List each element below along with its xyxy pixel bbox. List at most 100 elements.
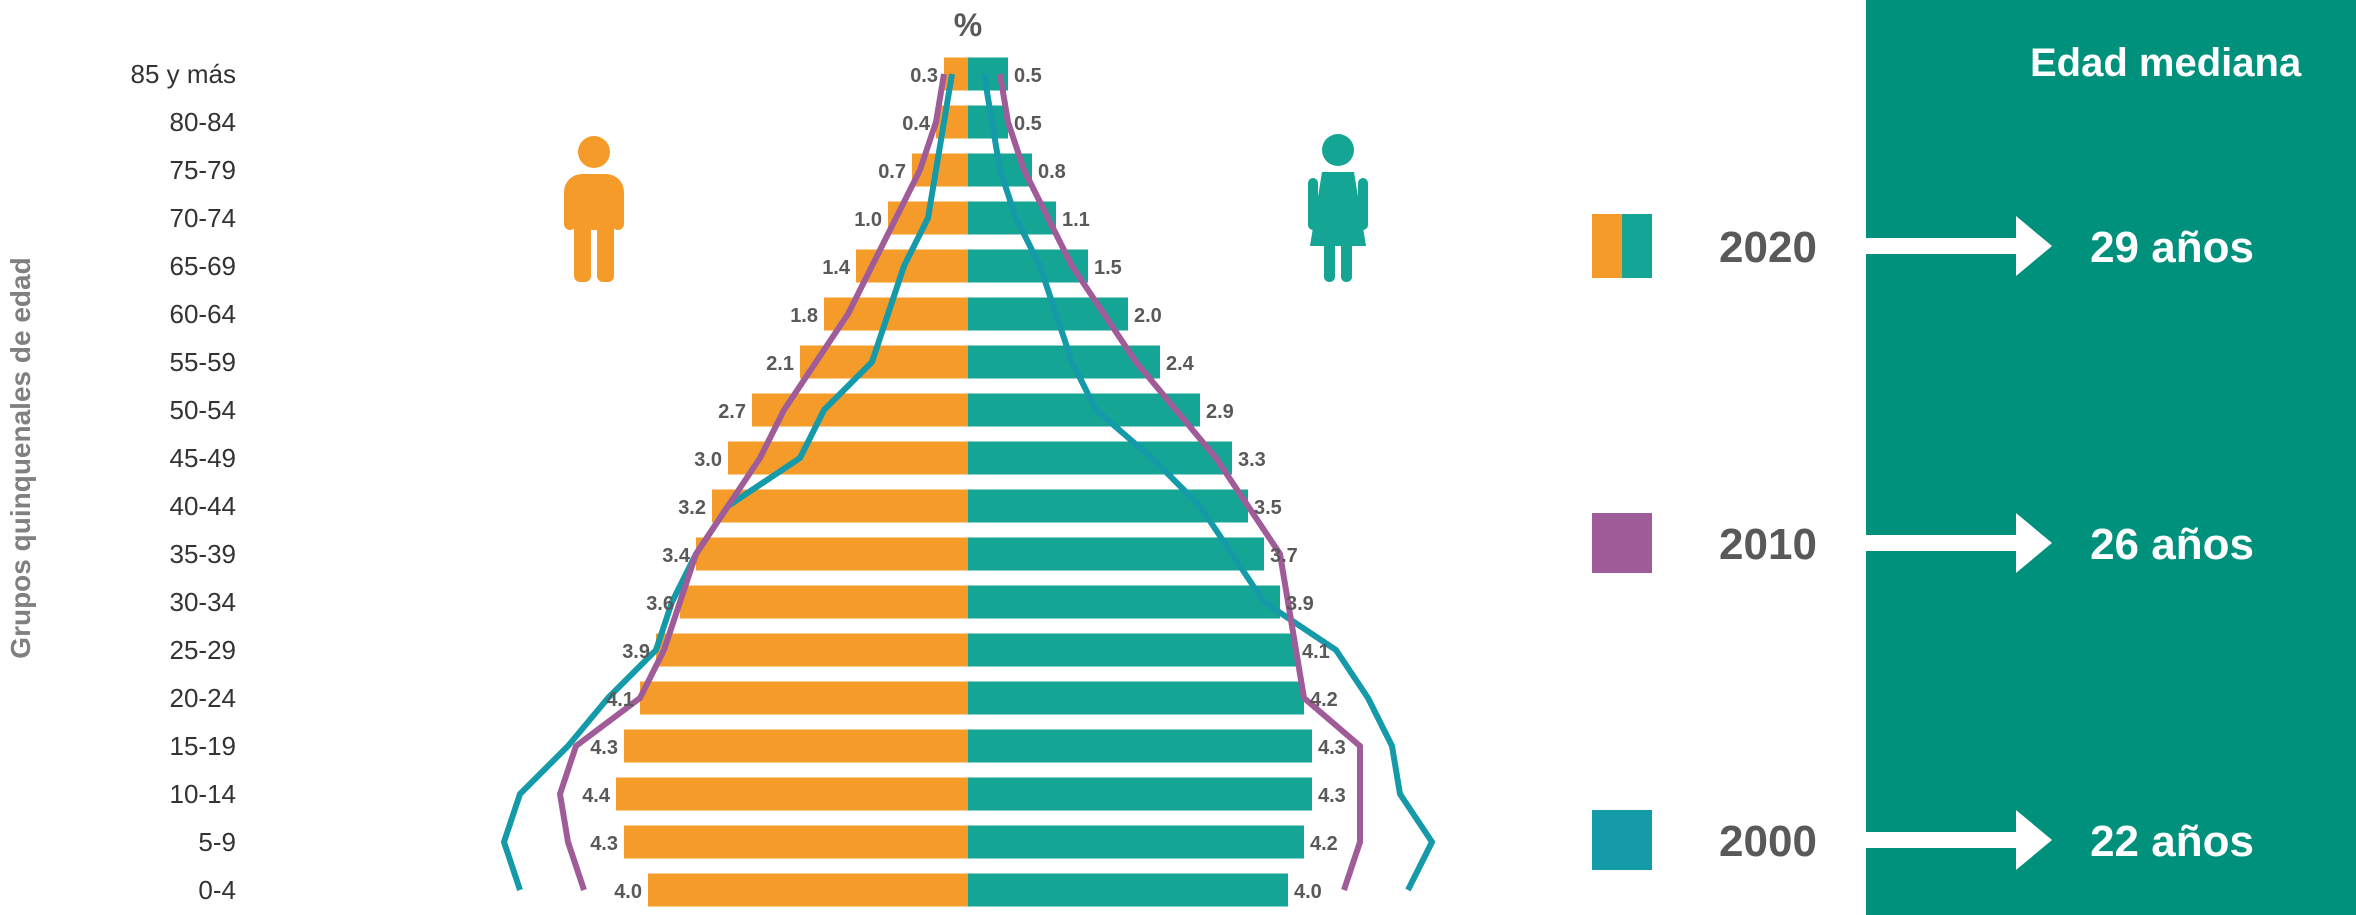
value-label-men: 4.0: [614, 881, 642, 903]
labels-layer: 0-4 5-9 10-14 15-19 20-24 25-29 30-34 35-39 40-4…: [131, 59, 1346, 905]
outlines-layer: [501, 73, 1435, 892]
value-label-women: 4.0: [1294, 881, 1322, 903]
value-label-women: 3.7: [1270, 545, 1298, 567]
value-label-men: 3.0: [694, 449, 722, 471]
bar-men-10-14: [616, 777, 968, 811]
median-age-2000: 22 años: [2090, 817, 2254, 866]
bar-women-15-19: [968, 729, 1312, 763]
legend-swatch-2000: [1592, 810, 1652, 870]
bar-women-50-54: [968, 393, 1200, 427]
value-label-men: 1.0: [854, 209, 882, 231]
age-group-label: 10-14: [170, 779, 237, 809]
value-label-men: 3.2: [678, 497, 706, 519]
bars-layer: [616, 57, 1312, 907]
bar-women-10-14: [968, 777, 1312, 811]
outline-2010-men: [557, 73, 947, 891]
value-label-women: 1.5: [1094, 257, 1122, 279]
median-age-panel-title: Edad mediana: [2030, 41, 2302, 85]
age-group-label: 60-64: [170, 299, 237, 329]
age-group-label: 20-24: [170, 683, 237, 713]
unit-label: %: [954, 7, 982, 43]
value-label-men: 3.9: [622, 641, 650, 663]
age-group-label: 55-59: [170, 347, 237, 377]
age-group-label: 65-69: [170, 251, 237, 281]
value-label-women: 4.3: [1318, 785, 1346, 807]
value-label-women: 0.5: [1014, 113, 1042, 135]
age-group-label: 15-19: [170, 731, 237, 761]
arrow-icon: [1862, 810, 2052, 870]
age-group-label: 75-79: [170, 155, 237, 185]
value-label-men: 2.7: [718, 401, 746, 423]
value-label-women: 3.9: [1286, 593, 1314, 615]
age-group-label: 40-44: [170, 491, 237, 521]
legend-swatch-2010: [1592, 513, 1652, 573]
value-label-men: 2.1: [766, 353, 794, 375]
age-group-label: 0-4: [198, 875, 236, 905]
value-label-women: 2.0: [1134, 305, 1162, 327]
bar-men-55-59: [800, 345, 968, 379]
age-group-label: 35-39: [170, 539, 237, 569]
value-label-men: 0.4: [902, 113, 931, 135]
age-group-label: 70-74: [170, 203, 237, 233]
bar-men-35-39: [696, 537, 968, 571]
value-label-men: 1.8: [790, 305, 818, 327]
bar-women-0-4: [968, 873, 1288, 907]
bar-women-35-39: [968, 537, 1264, 571]
value-label-men: 4.3: [590, 737, 618, 759]
value-label-women: 0.5: [1014, 65, 1042, 87]
age-group-label: 80-84: [170, 107, 237, 137]
bar-women-30-34: [968, 585, 1280, 619]
age-group-label: 50-54: [170, 395, 237, 425]
man-icon: [564, 136, 624, 282]
value-label-women: 4.2: [1310, 689, 1338, 711]
age-group-label: 5-9: [198, 827, 236, 857]
value-label-men: 0.3: [910, 65, 938, 87]
value-label-women: 4.1: [1302, 641, 1330, 663]
value-label-women: 4.2: [1310, 833, 1338, 855]
value-label-men: 4.1: [606, 689, 634, 711]
outline-2000-men: [501, 73, 955, 891]
value-label-men: 4.4: [582, 785, 611, 807]
legend-year-2020: 2020: [1719, 223, 1817, 272]
value-label-men: 0.7: [878, 161, 906, 183]
value-label-women: 0.8: [1038, 161, 1066, 183]
arrow-icon: [1862, 513, 2052, 573]
bar-men-20-24: [640, 681, 968, 715]
y-axis-title: Grupos quinquenales de edad: [5, 257, 36, 658]
bar-men-0-4: [648, 873, 968, 907]
value-label-women: 3.3: [1238, 449, 1266, 471]
outline-2000-women: [981, 73, 1435, 892]
arrow-icon: [1862, 216, 2052, 276]
value-label-women: 3.5: [1254, 497, 1282, 519]
value-label-women: 4.3: [1318, 737, 1346, 759]
bar-men-5-9: [624, 825, 968, 859]
legend-swatch-2020-men: [1592, 214, 1622, 278]
legend-year-2000: 2000: [1719, 817, 1817, 866]
bar-men-25-29: [656, 633, 968, 667]
bar-women-45-49: [968, 441, 1232, 475]
legend: 2020 29 años 2010 26 años 2000 22 años: [1592, 214, 2254, 870]
value-label-women: 2.4: [1166, 353, 1195, 375]
bar-men-30-34: [680, 585, 968, 619]
bar-women-5-9: [968, 825, 1304, 859]
value-label-men: 4.3: [590, 833, 618, 855]
median-age-2010: 26 años: [2090, 520, 2254, 569]
outline-2010-women: [997, 73, 1363, 891]
value-label-men: 3.4: [662, 545, 691, 567]
bar-men-15-19: [624, 729, 968, 763]
legend-swatch-2020-women: [1622, 214, 1652, 278]
woman-icon: [1308, 134, 1368, 282]
median-age-panel: [1866, 0, 2356, 915]
bar-women-20-24: [968, 681, 1304, 715]
value-label-women: 2.9: [1206, 401, 1234, 423]
median-age-2020: 29 años: [2090, 223, 2254, 272]
value-label-men: 3.6: [646, 593, 674, 615]
legend-year-2010: 2010: [1719, 520, 1817, 569]
age-group-label: 85 y más: [131, 59, 237, 89]
age-group-label: 25-29: [170, 635, 237, 665]
age-group-label: 45-49: [170, 443, 237, 473]
age-group-label: 30-34: [170, 587, 237, 617]
bar-men-40-44: [712, 489, 968, 523]
